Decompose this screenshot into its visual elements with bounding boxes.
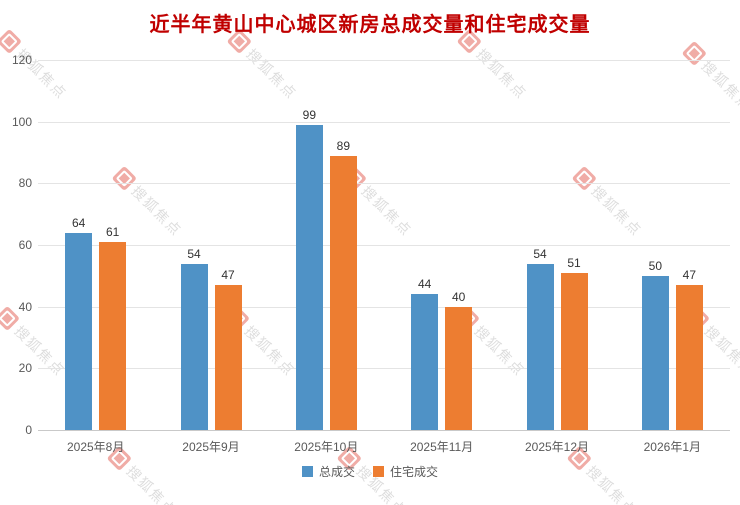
bar-value-label: 40 [451,289,466,304]
bar-residential [675,285,703,430]
bar-residential [99,241,127,430]
sohu-focus-logo-icon [571,165,598,192]
y-axis-label: 120 [11,53,32,67]
gridline [38,245,730,246]
chart-legend: 总成交 住宅成交 [0,463,740,480]
gridline [38,183,730,185]
bar-value-label: 44 [417,277,432,292]
bar-value-label: 51 [567,255,581,270]
legend-label: 总成交 [318,465,355,479]
legend-swatch-icon [373,466,384,477]
x-axis-label: 2025年11月 [410,440,474,454]
gridline [38,430,730,431]
bar-residential [214,285,242,430]
y-axis-label: 80 [18,176,32,191]
bar-value-label: 54 [187,246,201,261]
bar-value-label: 99 [302,107,316,122]
bar-residential [445,306,473,430]
bar-value-label: 47 [682,268,696,283]
gridline [38,121,730,123]
bar-total [180,263,208,430]
y-axis-label: 20 [18,361,32,376]
bar-value-label: 64 [71,215,86,230]
watermark-text: 搜狐焦点 [473,45,531,103]
watermark-text: 搜狐焦点 [243,45,301,103]
bar-residential [329,155,357,430]
bar-total [526,263,554,430]
bar-value-label: 47 [221,268,235,283]
x-axis-label: 2025年12月 [524,440,590,454]
y-axis-label: 100 [11,114,32,129]
bar-value-label: 54 [533,246,547,261]
watermark: 搜狐焦点 [681,40,740,116]
legend-item: 住宅成交 [373,463,438,480]
y-axis-label: 60 [18,238,32,252]
legend-swatch-icon [301,466,313,477]
bar-total [641,275,669,430]
gridline [38,60,730,61]
bar-total [295,124,323,430]
bar-total [411,294,439,430]
watermark-text: 搜狐焦点 [471,322,529,380]
bar-residential [560,272,588,430]
x-axis-label: 2025年10月 [294,440,359,454]
watermark: 搜狐焦点 [456,28,532,104]
x-axis-label: 2025年9月 [182,440,240,454]
x-axis-label: 2025年8月 [66,440,125,454]
legend-label: 住宅成交 [390,465,439,479]
x-axis-label: 2026年1月 [643,440,701,454]
gridline [38,368,730,370]
bar-value-label: 50 [648,258,662,273]
watermark-text: 搜狐焦点 [701,322,740,380]
y-axis-label: 0 [25,423,32,437]
bar-value-label: 61 [105,224,120,239]
watermark: 搜狐焦点 [226,28,302,104]
watermark-text: 搜狐焦点 [128,182,186,240]
gridline [38,306,730,308]
watermark-text: 搜狐焦点 [358,182,416,240]
watermark-text: 搜狐焦点 [241,322,299,380]
bar-value-label: 89 [336,138,350,153]
bar-total [65,232,93,430]
watermark: 搜狐焦点 [571,165,647,241]
chart-title: 近半年黄山中心城区新房总成交量和住宅成交量 [149,14,591,36]
sohu-focus-logo-icon [681,40,708,67]
sohu-focus-logo-icon [111,165,138,192]
y-axis-label: 40 [18,299,32,314]
legend-item: 总成交 [301,463,355,480]
watermark-text: 搜狐焦点 [698,57,740,115]
watermark-text: 搜狐焦点 [588,182,646,240]
